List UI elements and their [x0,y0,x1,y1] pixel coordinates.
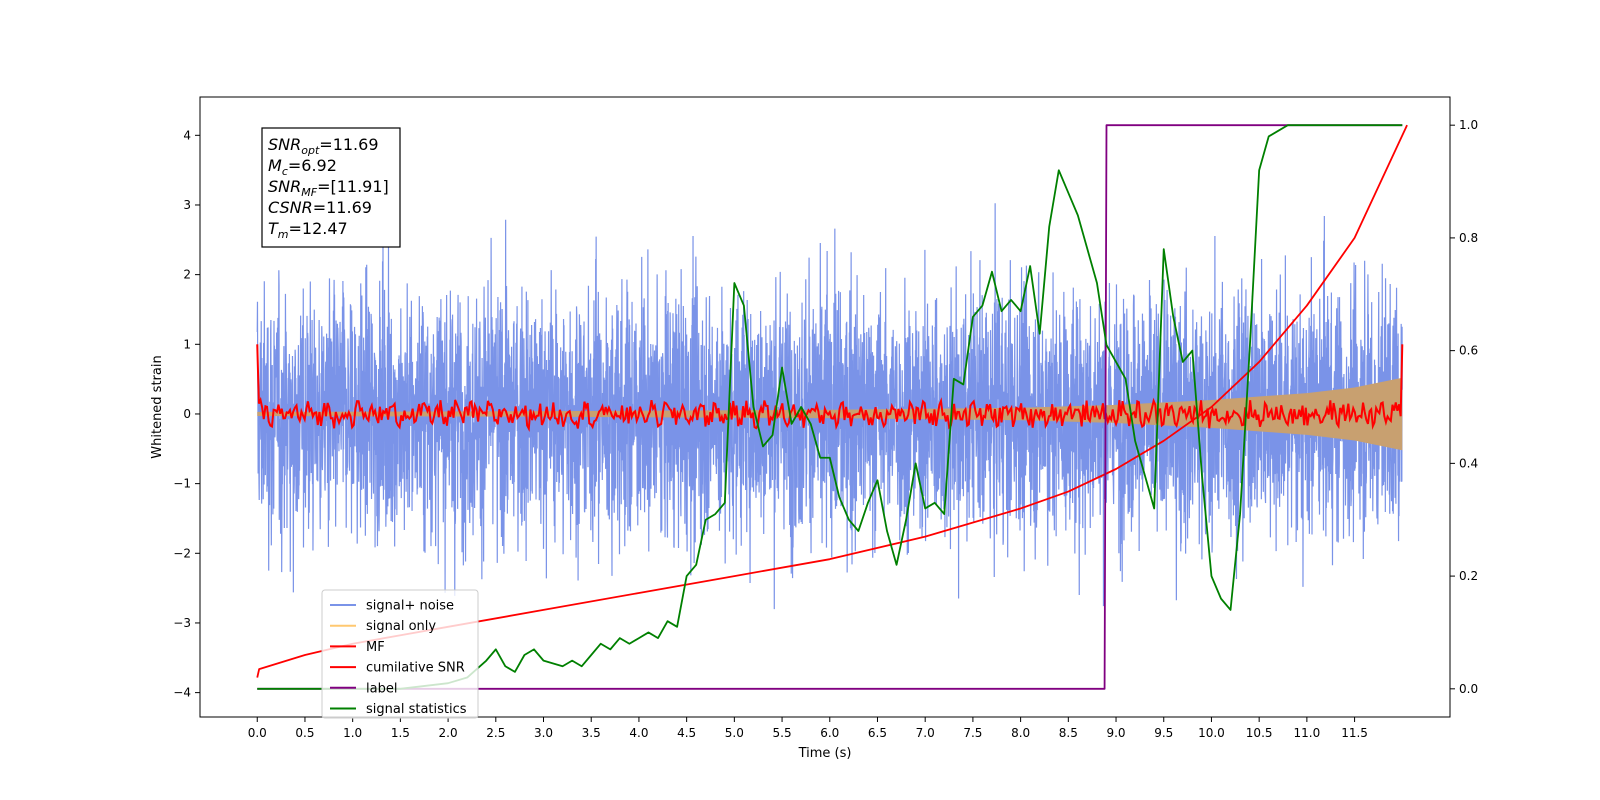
x-tick-label: 9.5 [1154,726,1173,740]
x-tick-label: 10.5 [1246,726,1273,740]
annotation-subscript: MF [301,186,317,199]
y2-axis: 0.0 0.2 0.4 0.6 0.8 1.0 [1450,118,1478,696]
x-tick-label: 3.5 [582,726,601,740]
series-signal-noise [256,203,1403,610]
series-mf [256,344,1404,432]
legend-label: signal+ noise [366,599,454,614]
x-tick-label: 3.0 [534,726,553,740]
x-tick-label: 11.0 [1294,726,1321,740]
legend-label: MF [366,640,385,655]
legend-label: cumilative SNR [366,661,465,676]
annotation-frame [261,127,401,248]
y-tick-label: −4 [173,686,191,700]
annotation-value: =[11.91] [317,177,389,196]
x-axis-label: Time (s) [798,746,852,761]
x-tick-label: 7.5 [963,726,982,740]
x-tick-label: 4.5 [677,726,696,740]
annotation-value: =11.69 [319,135,378,154]
x-tick-label: 5.0 [725,726,744,740]
x-tick-label: 10.0 [1198,726,1225,740]
y-tick-label: 2 [183,268,191,282]
x-tick-label: 7.0 [916,726,935,740]
y2-tick-label: 0.8 [1459,231,1478,245]
annotation-subscript: c [282,165,288,178]
y2-tick-label: 0.0 [1459,682,1478,696]
x-tick-label: 0.0 [248,726,267,740]
legend-label: signal statistics [366,702,467,717]
y-tick-label: 4 [183,128,191,142]
annotation-box: SNRopt=11.69Mc=6.92SNRMF=[11.91]CSNR=11.… [261,127,401,248]
y-axis-label: Whitened strain [150,355,165,458]
y-tick-label: −3 [173,616,191,630]
series-label [257,124,1403,690]
annotation-line: SNRopt=11.69 [268,135,379,157]
x-tick-label: 1.0 [343,726,362,740]
y2-tick-label: 0.6 [1459,344,1478,358]
x-tick-label: 0.5 [295,726,314,740]
annotation-symbol: T [268,219,279,238]
annotation-symbol: M [268,156,282,175]
legend-label: signal only [366,619,436,634]
annotation-symbol: SNR [268,177,301,196]
x-tick-label: 11.5 [1341,726,1368,740]
annotation-subscript: opt [301,144,320,157]
x-tick-label: 5.5 [773,726,792,740]
annotation-symbol: CSNR [268,198,313,217]
y2-tick-label: 0.4 [1459,456,1478,470]
y2-tick-label: 0.2 [1459,569,1478,583]
y-tick-label: −1 [173,477,191,491]
x-tick-label: 6.5 [868,726,887,740]
annotation-symbol: SNR [268,135,301,154]
y-tick-label: 0 [183,407,191,421]
annotation-value: =11.69 [313,198,372,217]
series-signal-statistics [257,124,1403,690]
y-tick-label: 3 [183,198,191,212]
annotation-value: =6.92 [288,156,337,175]
legend-label: label [366,681,397,696]
x-tick-label: 6.0 [820,726,839,740]
x-tick-label: 8.0 [1011,726,1030,740]
plot-frame [199,96,1451,718]
x-axis: 0.0 0.5 1.0 1.5 2.0 2.5 3.0 3.5 4.0 4.5 5.0 5.5 6.0 6… [248,717,1368,740]
annotation-subscript: m [278,228,289,241]
y-tick-label: 1 [183,337,191,351]
y2-tick-label: 1.0 [1459,118,1478,132]
x-tick-label: 1.5 [391,726,410,740]
annotation-value: =12.47 [289,219,348,238]
annotation-line: Tm=12.47 [268,219,348,241]
annotation-line: SNRMF=[11.91] [268,177,389,199]
x-tick-label: 2.5 [486,726,505,740]
x-tick-label: 4.0 [629,726,648,740]
annotation-line: Mc=6.92 [268,156,337,178]
x-tick-label: 9.0 [1106,726,1125,740]
legend-frame [321,589,479,719]
y-tick-label: −2 [173,546,191,560]
annotation-line: CSNR=11.69 [268,198,372,217]
x-tick-label: 2.0 [439,726,458,740]
x-tick-label: 8.5 [1059,726,1078,740]
y-axis: −4 −3 −2 −1 0 1 2 3 4 [173,128,200,700]
legend: signal+ noise signal only MF cumilative SNR… [321,589,479,719]
